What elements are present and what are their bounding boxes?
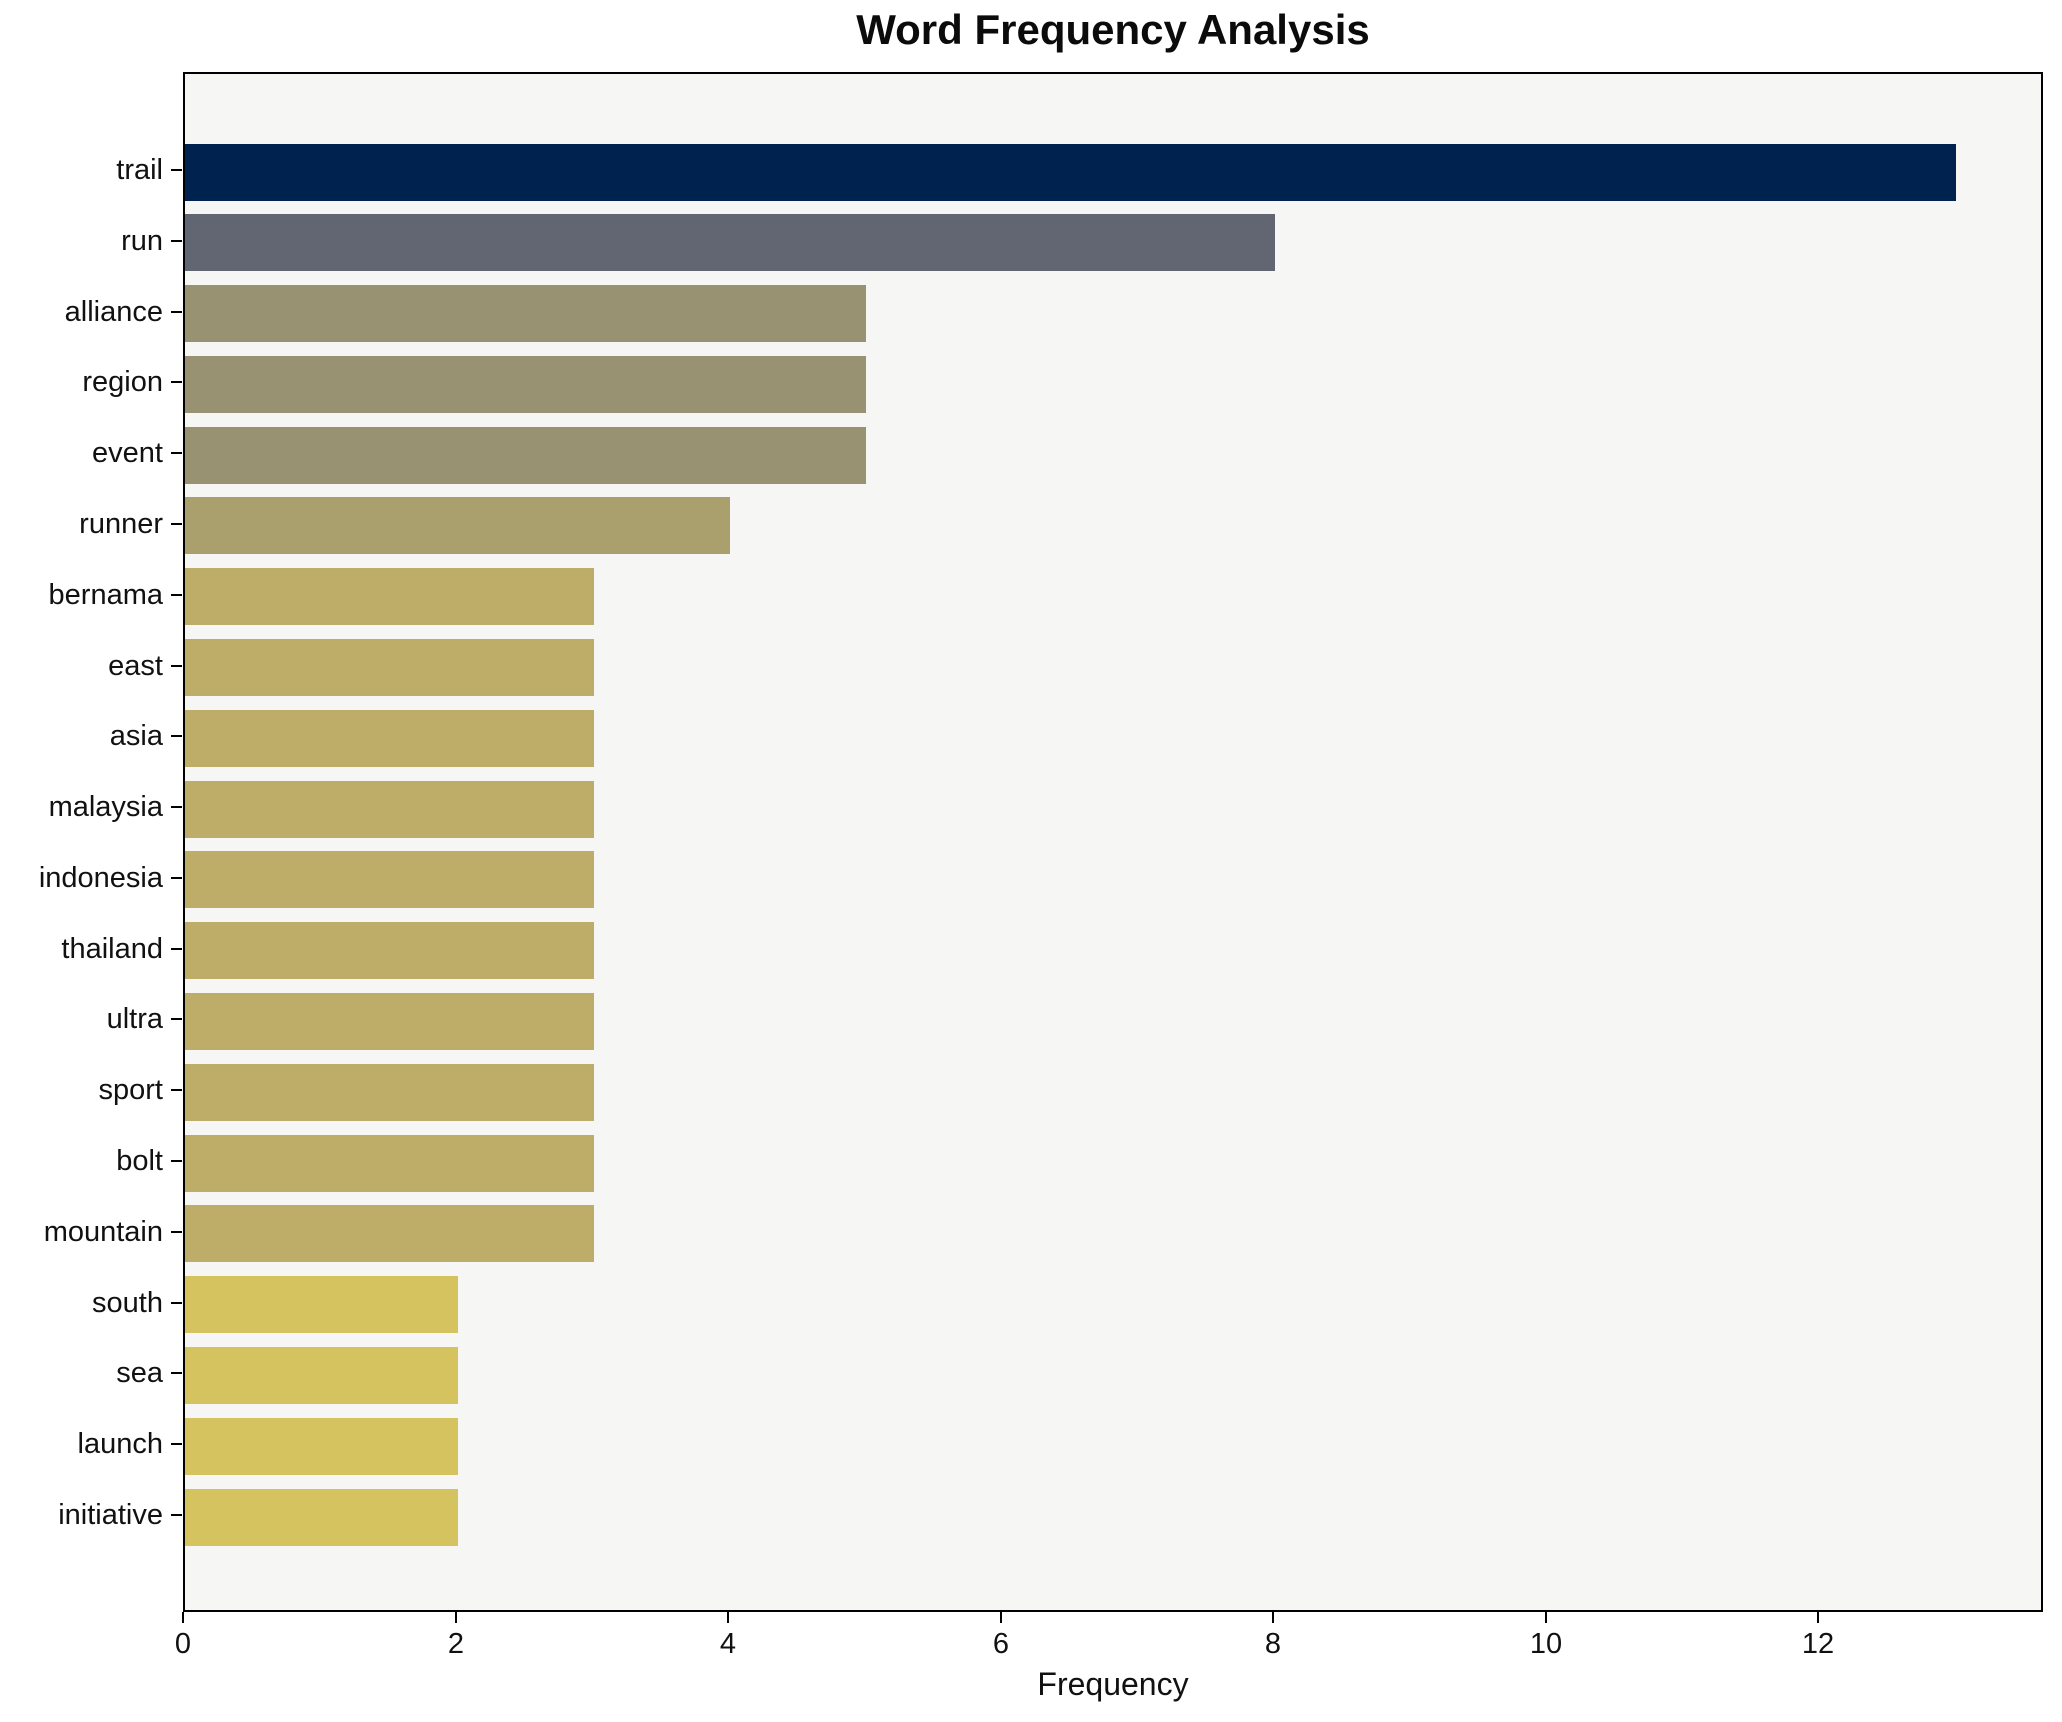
x-tick-label-12: 12 <box>1801 1628 1835 1660</box>
y-tick-label-bolt: bolt <box>116 1145 163 1177</box>
plot-area <box>183 72 2043 1612</box>
bar-east <box>185 639 594 696</box>
y-tick-label-launch: launch <box>77 1428 163 1460</box>
x-tick-mark <box>455 1612 457 1623</box>
chart-title: Word Frequency Analysis <box>856 6 1370 53</box>
y-tick-mark <box>171 1089 182 1091</box>
y-tick-label-bernama: bernama <box>48 579 163 611</box>
y-tick-mark <box>171 1231 182 1233</box>
x-tick-mark <box>1272 1612 1274 1623</box>
y-tick-label-malaysia: malaysia <box>48 791 163 823</box>
y-tick-label-mountain: mountain <box>43 1216 163 1248</box>
bar-alliance <box>185 285 866 342</box>
y-tick-label-south: south <box>92 1287 163 1319</box>
x-tick-mark <box>727 1612 729 1623</box>
bar-trail <box>185 144 1956 201</box>
y-tick-label-asia: asia <box>109 720 163 752</box>
x-tick-mark <box>182 1612 184 1623</box>
bar-ultra <box>185 993 594 1050</box>
bar-event <box>185 427 866 484</box>
bar-indonesia <box>185 851 594 908</box>
y-tick-label-runner: runner <box>79 508 163 540</box>
y-tick-label-ultra: ultra <box>106 1003 163 1035</box>
y-tick-label-indonesia: indonesia <box>38 862 163 894</box>
y-tick-mark <box>171 1018 182 1020</box>
bar-run <box>185 214 1275 271</box>
bar-mountain <box>185 1205 594 1262</box>
bar-bernama <box>185 568 594 625</box>
y-tick-mark <box>171 665 182 667</box>
bar-malaysia <box>185 781 594 838</box>
y-tick-mark <box>171 735 182 737</box>
y-tick-mark <box>171 169 182 171</box>
y-tick-mark <box>171 452 182 454</box>
y-tick-mark <box>171 877 182 879</box>
y-tick-label-sport: sport <box>98 1074 163 1106</box>
bar-sea <box>185 1347 458 1404</box>
y-tick-label-alliance: alliance <box>64 296 163 328</box>
bar-asia <box>185 710 594 767</box>
bar-runner <box>185 497 730 554</box>
x-tick-label-6: 6 <box>992 1628 1010 1660</box>
y-tick-label-trail: trail <box>116 154 163 186</box>
y-tick-label-sea: sea <box>116 1357 163 1389</box>
y-tick-mark <box>171 1443 182 1445</box>
y-tick-label-east: east <box>108 650 163 682</box>
y-tick-label-region: region <box>82 366 163 398</box>
y-tick-mark <box>171 948 182 950</box>
y-tick-mark <box>171 311 182 313</box>
y-tick-mark <box>171 1160 182 1162</box>
y-tick-label-run: run <box>121 225 163 257</box>
y-tick-mark <box>171 594 182 596</box>
x-tick-label-10: 10 <box>1529 1628 1563 1660</box>
y-tick-label-initiative: initiative <box>58 1499 163 1531</box>
y-tick-label-thailand: thailand <box>61 933 163 965</box>
x-tick-label-0: 0 <box>174 1628 192 1660</box>
y-tick-mark <box>171 1302 182 1304</box>
bar-initiative <box>185 1489 458 1546</box>
bar-thailand <box>185 922 594 979</box>
y-tick-mark <box>171 381 182 383</box>
x-axis-title: Frequency <box>1037 1666 1189 1702</box>
x-tick-mark <box>1545 1612 1547 1623</box>
bar-region <box>185 356 866 413</box>
x-tick-mark <box>1000 1612 1002 1623</box>
bar-sport <box>185 1064 594 1121</box>
y-tick-mark <box>171 806 182 808</box>
x-tick-label-4: 4 <box>719 1628 737 1660</box>
y-tick-mark <box>171 1372 182 1374</box>
y-tick-label-event: event <box>92 437 163 469</box>
x-tick-mark <box>1817 1612 1819 1623</box>
bar-launch <box>185 1418 458 1475</box>
x-tick-label-8: 8 <box>1264 1628 1282 1660</box>
y-tick-mark <box>171 240 182 242</box>
x-tick-label-2: 2 <box>447 1628 465 1660</box>
y-tick-mark <box>171 523 182 525</box>
bar-bolt <box>185 1135 594 1192</box>
y-tick-mark <box>171 1514 182 1516</box>
bar-south <box>185 1276 458 1333</box>
